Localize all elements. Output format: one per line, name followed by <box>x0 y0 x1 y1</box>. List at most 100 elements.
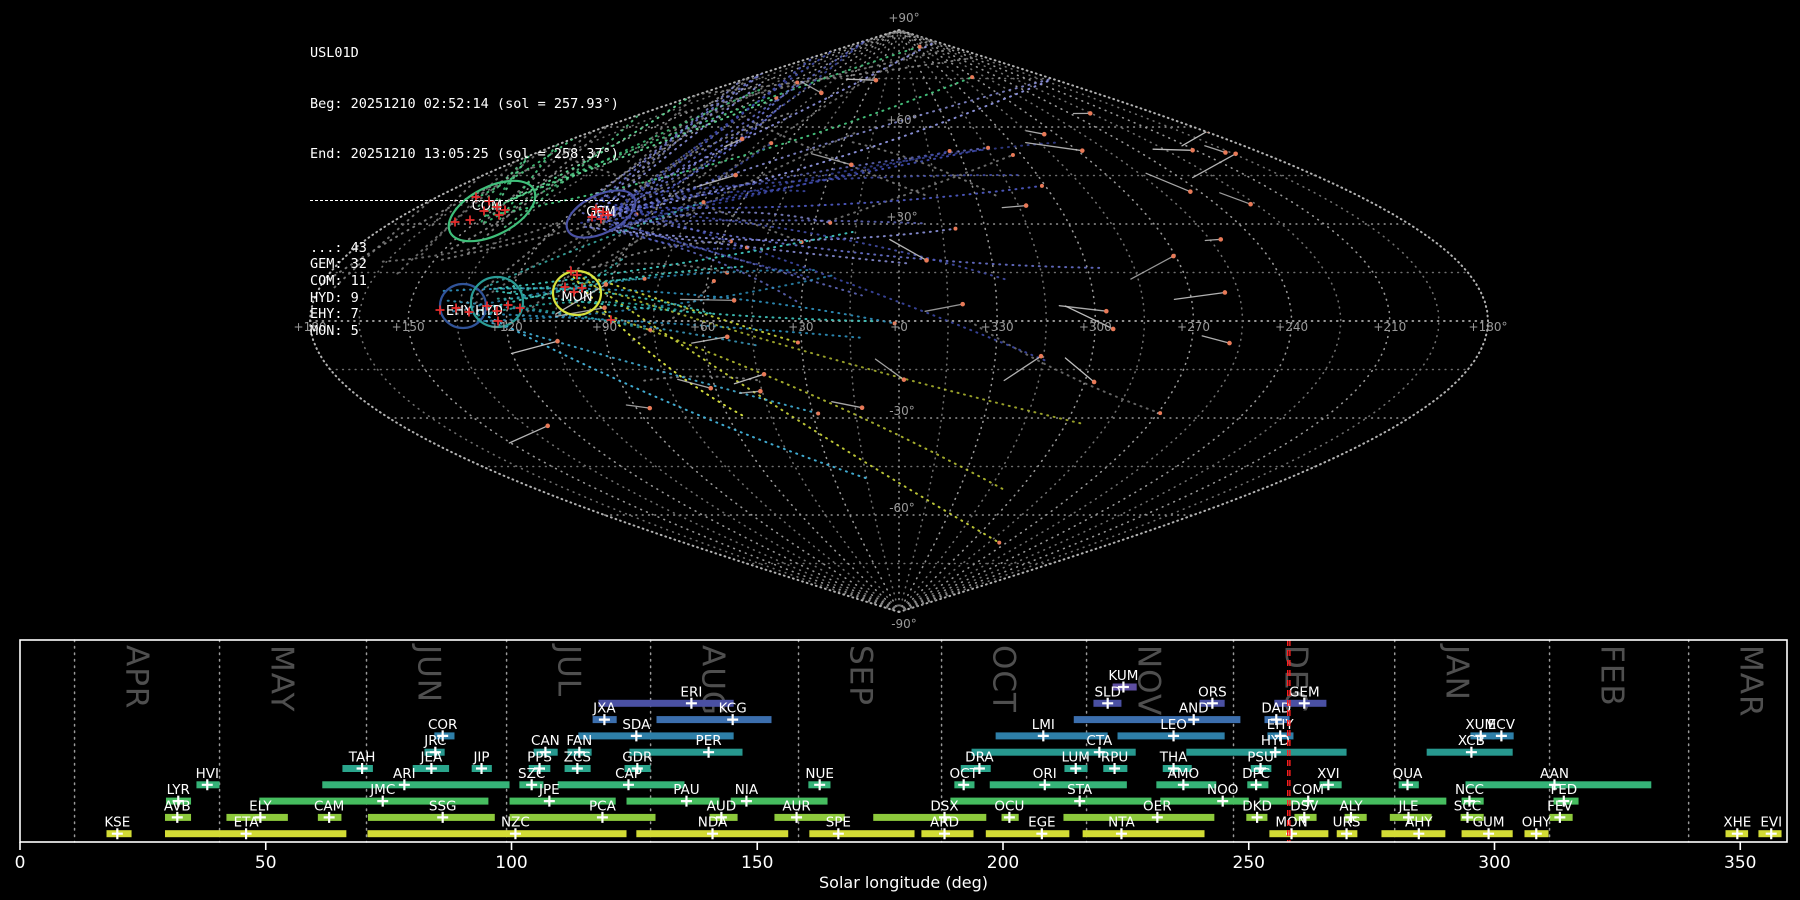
lon-label: +0 <box>890 320 908 334</box>
peak-marker-ssg <box>437 811 449 823</box>
peak-marker-pau <box>680 795 692 807</box>
shower-code-sta: STA <box>1067 782 1093 798</box>
peak-marker-gem <box>1298 697 1310 709</box>
x-tick-label: 200 <box>987 853 1019 873</box>
info-panel: USL01D Beg: 20251210 02:52:14 (sol = 257… <box>310 12 619 357</box>
shower-code-psu: PSU <box>1247 750 1274 766</box>
peak-marker-jmc <box>377 795 389 807</box>
activity-bar-noo <box>1160 797 1249 805</box>
shower-code-tah: TAH <box>348 750 376 766</box>
shower-code-ahy: AHY <box>1405 815 1433 831</box>
activity-bar-cta <box>971 748 1136 756</box>
map-labels: +90° -90° +60° +30° -30° -60° +180 +150 +120 +90 +… <box>294 11 1508 631</box>
peak-marker-xum <box>1475 730 1487 742</box>
peak-marker-kse <box>111 828 123 840</box>
peak-marker-spe <box>832 828 844 840</box>
x-tick-label: 350 <box>1724 853 1756 873</box>
shower-code-per: PER <box>696 733 722 749</box>
peak-marker-can <box>539 746 551 758</box>
end-time: End: 20251210 13:05:25 (sol = 258.37°) <box>310 145 619 162</box>
shower-code-nta: NTA <box>1108 815 1135 831</box>
peak-marker-ari <box>398 779 410 791</box>
peak-marker-aur <box>791 811 803 823</box>
peak-marker-jpe <box>543 795 555 807</box>
shower-code-fan: FAN <box>566 733 592 749</box>
lon-label: +270 <box>1177 320 1210 334</box>
activity-bar-cap <box>557 781 685 789</box>
shower-code-ely: ELY <box>249 798 272 814</box>
lon-label: +60 <box>690 320 715 334</box>
month-label: MAY <box>264 645 300 712</box>
shower-code-nia: NIA <box>735 782 759 798</box>
peak-marker-pca <box>596 811 608 823</box>
peak-marker-leo <box>1168 730 1180 742</box>
shower-code-xcb: XCB <box>1458 733 1485 749</box>
peak-marker-fed <box>1558 795 1570 807</box>
activity-bar-jpe <box>509 797 616 805</box>
peak-marker-ely <box>254 811 266 823</box>
lon-label: +240 <box>1275 320 1308 334</box>
peak-marker-kcg <box>727 714 739 726</box>
peak-marker-scc <box>1461 811 1473 823</box>
shower-code-qua: QUA <box>1393 766 1424 782</box>
shower-code-jpe: JPE <box>538 782 560 798</box>
shower-code-fed: FED <box>1550 782 1577 798</box>
peak-marker-aan <box>1548 779 1560 791</box>
shower-code-ege: EGE <box>1028 815 1056 831</box>
peak-marker-nta <box>1115 828 1127 840</box>
activity-bar-eta <box>164 830 347 838</box>
peak-marker-ors <box>1206 697 1218 709</box>
activity-bar-ege <box>985 830 1070 838</box>
lon-label: +180° <box>1469 320 1508 334</box>
peak-marker-aud <box>715 811 727 823</box>
peak-marker-gum <box>1483 828 1495 840</box>
activity-bar-oer <box>1063 813 1215 821</box>
peak-marker-noo <box>1217 795 1229 807</box>
peak-marker-jea <box>425 763 437 774</box>
shower-code-sld: SLD <box>1094 684 1121 700</box>
dashed-separator <box>310 198 618 202</box>
shower-code-szc: SZC <box>518 766 545 782</box>
chart-border <box>19 639 1788 843</box>
radiant-markers <box>435 192 616 326</box>
month-label: JAN <box>1439 643 1475 701</box>
shower-code-dsx: DSX <box>930 798 958 814</box>
peak-marker-lmi <box>1037 730 1049 742</box>
shower-code-leo: LEO <box>1160 717 1187 733</box>
radiant-label-mon: MON <box>561 290 592 305</box>
peak-marker-dkd <box>1251 811 1263 823</box>
peak-marker-ohy <box>1530 828 1542 840</box>
shower-code-ard: ARD <box>930 815 959 831</box>
shower-code-jrc: JRC <box>423 733 446 749</box>
shower-code-scc: SCC <box>1454 798 1481 814</box>
shower-code-kcg: KCG <box>719 701 747 717</box>
peak-marker-psu <box>1255 763 1267 774</box>
shower-code-kum: KUM <box>1108 668 1138 684</box>
peak-marker-evi <box>1765 828 1777 840</box>
shower-code-ori: ORI <box>1033 766 1057 782</box>
peak-marker-dsv <box>1298 811 1310 823</box>
shower-code-ari: ARI <box>393 766 416 782</box>
month-label: JUL <box>551 643 587 697</box>
peak-marker-jrc <box>429 746 441 758</box>
peak-marker-fan <box>573 746 585 758</box>
sky-map: COMGEMMONEHYHYD+90°-90°+60°+30°-30°-60°+… <box>294 11 1508 631</box>
current-sol-marker <box>1287 640 1291 842</box>
peak-marker-dsx <box>939 811 951 823</box>
lat-label: -30° <box>889 404 915 418</box>
peak-marker-dad <box>1270 714 1282 726</box>
lon-label: +30 <box>788 320 813 334</box>
x-tick-label: 50 <box>255 853 277 873</box>
peak-marker-aly <box>1345 811 1357 823</box>
station-title: USL01D <box>310 45 359 62</box>
meteor-trails <box>310 30 1253 545</box>
shower-code-oer: OER <box>1143 798 1172 814</box>
count-row: HYD: 9 <box>310 289 359 306</box>
shower-code-eri: ERI <box>680 684 702 700</box>
peak-marker-cap <box>622 779 634 791</box>
peak-marker-hyd <box>1269 746 1281 758</box>
peak-marker-jle <box>1402 811 1414 823</box>
activity-bar-and <box>1073 716 1241 724</box>
peak-marker-cta <box>1093 746 1105 758</box>
